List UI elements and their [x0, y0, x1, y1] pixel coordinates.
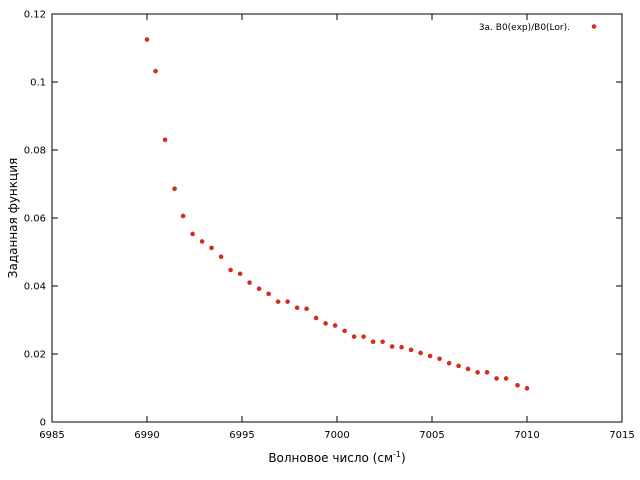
data-point — [370, 339, 376, 345]
plot-area — [51, 13, 623, 423]
data-point — [209, 245, 214, 251]
x-axis-title-text: Волновое число (см — [268, 451, 393, 465]
data-point — [351, 334, 357, 339]
data-point — [218, 254, 224, 260]
x-tick-label: 7000 — [324, 430, 349, 441]
data-point — [418, 350, 423, 356]
data-point — [456, 363, 461, 369]
x-tick-label: 7010 — [514, 430, 539, 441]
y-tick-labels: 0 0.02 0.04 0.06 0.08 0.1 0.12 — [24, 10, 46, 429]
data-point — [199, 239, 205, 244]
legend: 3a. B0(exp)/B0(Lor). — [479, 23, 597, 33]
data-point — [304, 306, 309, 312]
data-point — [437, 356, 442, 362]
data-point — [256, 286, 262, 292]
data-point — [389, 344, 395, 349]
data-point — [180, 213, 186, 219]
data-point — [172, 186, 177, 192]
y-tick-label: 0 — [40, 418, 46, 429]
data-point — [294, 305, 300, 311]
data-point — [503, 376, 509, 381]
data-point — [313, 315, 319, 321]
x-tick-label: 7015 — [609, 430, 634, 441]
x-tick-label: 6995 — [229, 430, 254, 441]
data-point — [465, 366, 471, 372]
data-point — [475, 370, 480, 375]
data-point — [361, 334, 366, 339]
x-tick-label: 7005 — [419, 430, 444, 441]
x-axis-title-close: ) — [401, 451, 406, 465]
data-point — [427, 353, 433, 359]
data-point — [524, 386, 530, 391]
data-point — [228, 267, 233, 273]
data-point — [144, 37, 150, 42]
data-point — [153, 68, 158, 74]
y-tick-label: 0.08 — [24, 146, 46, 157]
data-point — [247, 280, 252, 285]
data-point — [275, 299, 281, 304]
legend-marker — [591, 24, 597, 29]
data-points — [144, 37, 530, 391]
y-tick-label: 0.1 — [30, 78, 46, 89]
data-point — [237, 271, 243, 277]
data-point — [285, 299, 290, 304]
x-tick-label: 6990 — [134, 430, 159, 441]
data-point — [380, 339, 385, 345]
data-point — [515, 382, 520, 388]
data-point — [484, 370, 490, 375]
x-axis-title: Волновое число (см-1) — [268, 450, 405, 465]
x-tick-labels: 6985 6990 6995 7000 7005 7010 7015 — [39, 430, 634, 441]
y-tick-label: 0.12 — [24, 10, 46, 21]
y-tick-label: 0.02 — [24, 350, 46, 361]
axis-ticks — [51, 13, 623, 423]
data-point — [190, 231, 195, 237]
legend-label: 3a. B0(exp)/B0(Lor). — [479, 23, 570, 33]
data-point — [332, 323, 338, 328]
data-point — [342, 328, 347, 334]
data-point — [162, 137, 168, 143]
data-point — [399, 344, 404, 350]
y-tick-label: 0.04 — [24, 282, 46, 293]
y-tick-label: 0.06 — [24, 214, 46, 225]
data-point — [266, 291, 271, 297]
y-axis-title: Заданная функция — [6, 158, 20, 278]
x-tick-label: 6985 — [39, 430, 64, 441]
data-point — [446, 360, 452, 366]
x-axis-title-superscript: -1 — [393, 450, 401, 459]
data-point — [494, 376, 499, 381]
data-point — [323, 321, 328, 326]
data-point — [408, 347, 414, 353]
